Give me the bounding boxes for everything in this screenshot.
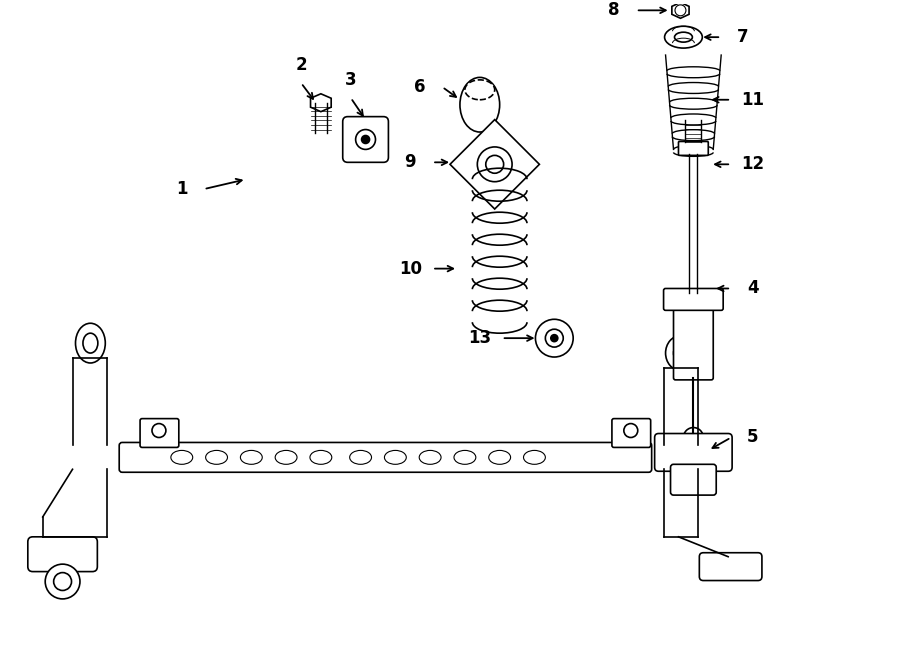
Ellipse shape xyxy=(489,450,510,464)
Ellipse shape xyxy=(171,450,193,464)
Text: 2: 2 xyxy=(295,56,307,74)
Ellipse shape xyxy=(54,572,71,590)
FancyBboxPatch shape xyxy=(343,116,389,163)
Ellipse shape xyxy=(524,450,545,464)
Text: 7: 7 xyxy=(737,28,749,46)
Circle shape xyxy=(362,136,370,143)
Ellipse shape xyxy=(350,450,372,464)
Circle shape xyxy=(356,130,375,149)
Ellipse shape xyxy=(275,450,297,464)
Text: 5: 5 xyxy=(747,428,759,446)
Circle shape xyxy=(624,424,638,438)
Text: 10: 10 xyxy=(399,260,422,278)
Text: 11: 11 xyxy=(742,91,764,109)
Polygon shape xyxy=(310,94,331,112)
Ellipse shape xyxy=(465,80,495,100)
Text: 8: 8 xyxy=(608,1,620,19)
FancyBboxPatch shape xyxy=(28,537,97,572)
Text: 13: 13 xyxy=(468,329,491,347)
FancyBboxPatch shape xyxy=(663,288,724,310)
Circle shape xyxy=(675,5,686,16)
FancyBboxPatch shape xyxy=(140,418,179,447)
Ellipse shape xyxy=(551,334,558,342)
Circle shape xyxy=(683,428,703,447)
Text: 1: 1 xyxy=(176,180,187,198)
FancyBboxPatch shape xyxy=(699,553,762,580)
FancyBboxPatch shape xyxy=(673,292,713,380)
Ellipse shape xyxy=(536,319,573,357)
Ellipse shape xyxy=(477,147,512,182)
Ellipse shape xyxy=(384,450,406,464)
Ellipse shape xyxy=(454,450,476,464)
FancyBboxPatch shape xyxy=(670,464,716,495)
Circle shape xyxy=(152,424,166,438)
FancyBboxPatch shape xyxy=(654,434,732,471)
Ellipse shape xyxy=(419,450,441,464)
FancyBboxPatch shape xyxy=(679,141,708,155)
Text: 4: 4 xyxy=(747,280,759,297)
Polygon shape xyxy=(672,3,689,19)
FancyBboxPatch shape xyxy=(612,418,651,447)
Ellipse shape xyxy=(83,333,98,353)
FancyBboxPatch shape xyxy=(119,442,652,472)
Ellipse shape xyxy=(76,323,105,363)
Text: 6: 6 xyxy=(414,78,426,96)
Ellipse shape xyxy=(45,564,80,599)
Ellipse shape xyxy=(545,329,563,347)
Ellipse shape xyxy=(486,155,504,173)
Ellipse shape xyxy=(240,450,262,464)
Text: 12: 12 xyxy=(742,155,764,173)
Ellipse shape xyxy=(673,344,688,362)
Text: 3: 3 xyxy=(345,71,356,89)
Polygon shape xyxy=(450,120,539,209)
Ellipse shape xyxy=(460,77,500,132)
Text: 9: 9 xyxy=(404,153,416,171)
Ellipse shape xyxy=(666,336,696,370)
Ellipse shape xyxy=(664,26,702,48)
Ellipse shape xyxy=(674,32,692,42)
Ellipse shape xyxy=(205,450,228,464)
Ellipse shape xyxy=(310,450,332,464)
